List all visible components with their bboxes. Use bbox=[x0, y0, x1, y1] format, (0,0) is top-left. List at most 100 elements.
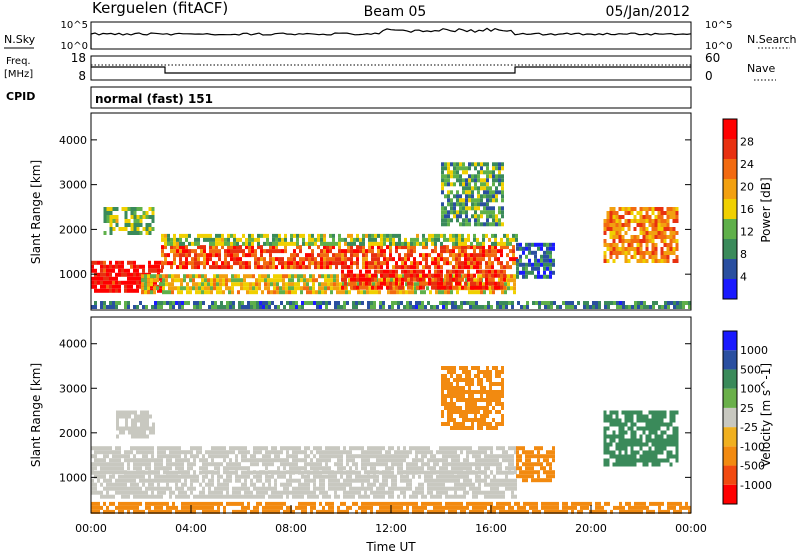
velocity-cell bbox=[310, 462, 313, 467]
velocity-cell bbox=[250, 509, 253, 514]
velocity-cell bbox=[474, 374, 477, 378]
power-cell bbox=[219, 286, 222, 291]
velocity-cell bbox=[148, 458, 151, 463]
power-cell bbox=[416, 241, 419, 246]
power-cell bbox=[371, 257, 374, 262]
power-cell bbox=[448, 301, 451, 305]
velocity-cell bbox=[328, 501, 331, 506]
power-cell bbox=[221, 265, 224, 270]
power-cell bbox=[281, 237, 284, 242]
power-cell bbox=[468, 206, 471, 211]
velocity-cell bbox=[232, 466, 235, 471]
power-cell bbox=[483, 206, 486, 211]
velocity-cell bbox=[214, 494, 217, 499]
power-cell bbox=[282, 282, 285, 287]
velocity-cell bbox=[244, 466, 247, 471]
velocity-cell bbox=[340, 458, 343, 463]
velocity-cell bbox=[421, 494, 424, 499]
velocity-cell bbox=[151, 454, 154, 459]
velocity-cell bbox=[484, 458, 487, 463]
power-cell bbox=[383, 273, 386, 278]
power-cell bbox=[477, 278, 480, 283]
velocity-cell bbox=[109, 482, 112, 487]
velocity-cell bbox=[379, 454, 382, 459]
power-cell bbox=[606, 227, 610, 231]
power-cell bbox=[413, 245, 416, 250]
power-cell bbox=[195, 274, 198, 279]
power-cell bbox=[474, 178, 477, 183]
velocity-cell bbox=[444, 406, 447, 410]
power-cell bbox=[615, 251, 619, 255]
power-cell bbox=[473, 249, 476, 254]
velocity-cell bbox=[139, 486, 142, 491]
power-cell bbox=[630, 247, 634, 251]
velocity-cell bbox=[301, 482, 304, 487]
power-cell bbox=[160, 305, 163, 309]
power-cell bbox=[353, 285, 356, 290]
power-cell bbox=[497, 249, 500, 254]
power-cell bbox=[480, 182, 483, 187]
power-cell bbox=[196, 301, 199, 305]
power-cell bbox=[161, 249, 164, 254]
velocity-cell bbox=[145, 501, 148, 506]
power-cell bbox=[606, 243, 610, 247]
power-cell bbox=[499, 301, 502, 305]
power-cell bbox=[284, 237, 287, 242]
velocity-cell bbox=[406, 478, 409, 483]
velocity-cell bbox=[151, 490, 154, 495]
velocity-cell bbox=[340, 462, 343, 467]
velocity-cell bbox=[670, 505, 673, 510]
power-cell bbox=[486, 222, 489, 227]
power-cell bbox=[485, 249, 488, 254]
power-cell bbox=[133, 268, 136, 273]
velocity-cell bbox=[202, 486, 205, 491]
velocity-cell bbox=[514, 466, 517, 471]
power-cell bbox=[471, 202, 474, 207]
velocity-cell bbox=[247, 494, 250, 499]
velocity-cell bbox=[226, 490, 229, 495]
velocity-cell bbox=[205, 482, 208, 487]
power-cell bbox=[618, 215, 622, 219]
power-cell bbox=[477, 218, 480, 223]
power-cell bbox=[552, 270, 555, 275]
power-cell bbox=[350, 269, 353, 274]
velocity-cell bbox=[430, 474, 433, 479]
velocity-cell bbox=[409, 478, 412, 483]
power-cell bbox=[501, 186, 504, 191]
power-cell bbox=[248, 245, 251, 250]
velocity-cell bbox=[424, 470, 427, 475]
velocity-cell bbox=[511, 478, 514, 483]
power-cell bbox=[278, 257, 281, 262]
velocity-cell bbox=[145, 458, 148, 463]
power-cell bbox=[645, 247, 649, 251]
power-cell bbox=[516, 270, 519, 275]
velocity-cell bbox=[406, 501, 409, 506]
velocity-cell bbox=[127, 490, 130, 495]
power-cell bbox=[606, 223, 610, 227]
power-cell bbox=[247, 301, 250, 305]
velocity-cell bbox=[304, 462, 307, 467]
power-cell bbox=[389, 281, 392, 286]
power-cell bbox=[366, 290, 369, 295]
power-cell bbox=[443, 257, 446, 262]
velocity-cell bbox=[439, 501, 442, 506]
power-cell bbox=[654, 247, 658, 251]
power-cell bbox=[618, 235, 622, 239]
velocity-cell bbox=[178, 470, 181, 475]
power-cell bbox=[395, 281, 398, 286]
power-cell bbox=[467, 237, 470, 242]
power-cell bbox=[372, 290, 375, 295]
power-cell bbox=[91, 264, 94, 269]
power-cell bbox=[287, 261, 290, 266]
velocity-cell bbox=[439, 446, 442, 451]
power-cell bbox=[488, 249, 491, 254]
power-cell bbox=[543, 242, 546, 247]
velocity-cell bbox=[484, 462, 487, 467]
velocity-cell bbox=[394, 478, 397, 483]
power-cell bbox=[425, 281, 428, 286]
power-cell bbox=[437, 257, 440, 262]
power-cell bbox=[314, 237, 317, 242]
velocity-cell bbox=[313, 474, 316, 479]
power-cell bbox=[361, 301, 364, 305]
velocity-cell bbox=[436, 505, 439, 510]
